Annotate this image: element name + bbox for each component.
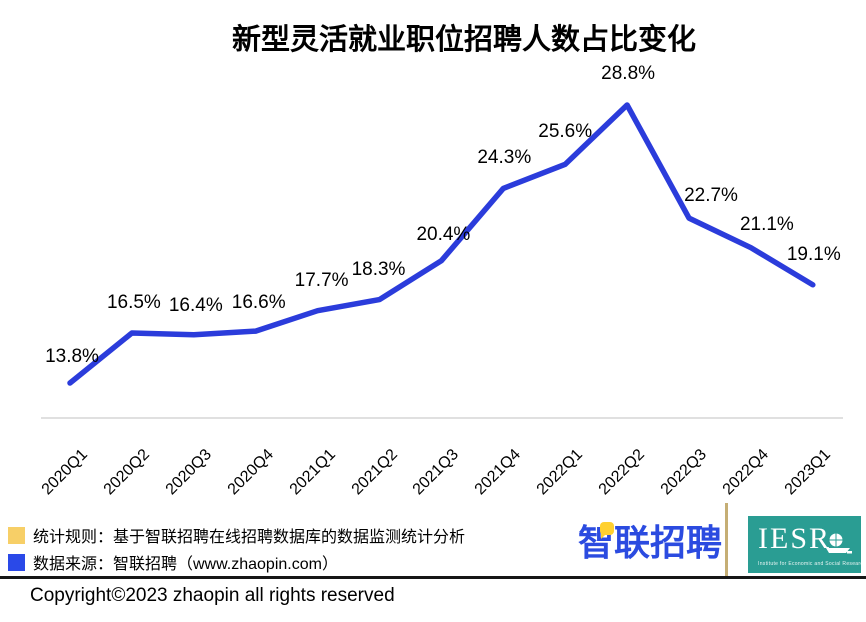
data-label: 19.1%	[786, 243, 841, 265]
chart-canvas	[41, 102, 843, 419]
iesr-tagline: Institute for Economic and Social Resear…	[758, 561, 866, 567]
data-label: 22.7%	[684, 185, 738, 207]
zhaopin-logo-rest: 联招聘	[614, 522, 723, 563]
series-line	[67, 102, 816, 386]
data-label: 16.6%	[231, 292, 286, 314]
iesr-logo: IESR Institute for Economic and Social R…	[748, 516, 866, 573]
legend-text-rules: 统计规则：基于智联招聘在线招聘数据库的数据监测统计分析	[33, 529, 466, 546]
line-chart: 13.8% 16.5% 16.4% 16.6% 17.7% 18.3% 20.4% 24.3%…	[39, 63, 843, 498]
legend-text-source: 数据来源：智联招聘（www.zhaopin.com）	[33, 556, 338, 573]
data-label: 28.8%	[601, 63, 656, 84]
data-label: 24.3%	[477, 147, 532, 169]
legend-swatch-yellow	[8, 526, 25, 544]
iesr-logo-text: IESR	[758, 522, 832, 555]
logo-divider	[725, 503, 728, 577]
copyright-text: Copyright©2023 zhaopin all rights reserv…	[30, 585, 395, 606]
legend-row-rules: 统计规则：基于智联招聘在线招聘数据库的数据监测统计分析	[8, 523, 465, 547]
legend-swatch-blue	[8, 553, 25, 571]
data-label: 18.3%	[351, 258, 406, 280]
footer: 统计规则：基于智联招聘在线招聘数据库的数据监测统计分析 数据来源：智联招聘（ww…	[0, 500, 866, 578]
bottom-rule	[0, 576, 866, 579]
zhaopin-pin-icon	[600, 522, 615, 539]
data-label: 16.4%	[168, 294, 223, 316]
data-label: 16.5%	[106, 291, 161, 313]
zhaopin-logo-first-char: 智	[578, 522, 615, 563]
data-label: 20.4%	[416, 223, 471, 245]
zhaopin-logo: 智 联招聘	[578, 522, 723, 563]
data-label: 13.8%	[45, 346, 99, 367]
data-label: 25.6%	[538, 121, 593, 143]
data-label: 17.7%	[294, 269, 349, 291]
ship-icon	[826, 533, 852, 554]
legend-row-source: 数据来源：智联招聘（www.zhaopin.com）	[8, 550, 338, 574]
data-label: 21.1%	[739, 213, 794, 235]
chart-title: 新型灵活就业职位招聘人数占比变化	[231, 24, 697, 56]
